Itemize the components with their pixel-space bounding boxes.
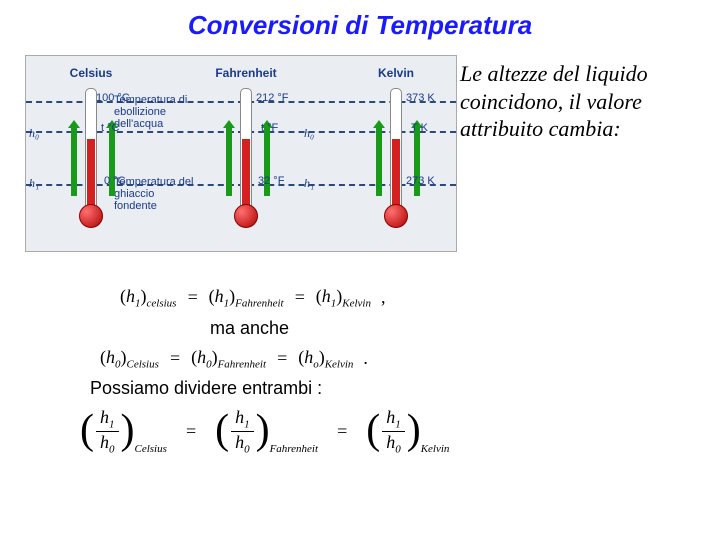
c-mid-label: t °C (101, 122, 119, 134)
eq-line-3: ( h1h0 )Celsius = ( h1h0 )Fahrenheit = (… (80, 407, 650, 455)
liquid (242, 139, 250, 209)
c-top-label: 100 °C (96, 92, 130, 104)
c-h0: h₀ (29, 126, 39, 141)
k-bot-label: 273 K (406, 175, 435, 187)
arrow-h0 (376, 126, 382, 196)
arrow-h0 (71, 126, 77, 196)
k-mid-label: T K (411, 122, 428, 134)
liquid (392, 139, 400, 209)
bulb-icon (234, 204, 258, 228)
page-title: Conversioni di Temperatura (0, 0, 720, 41)
eq-line-1: (h1)celsius = (h1)Fahrenheit = (h1)Kelvi… (120, 286, 650, 310)
side-text: Le altezze del liquido coincidono, il va… (460, 60, 710, 143)
equations: (h1)celsius = (h1)Fahrenheit = (h1)Kelvi… (90, 280, 650, 461)
eq-line-2: (h0)Celsius = (h0)Fahrenheit = (ho)Kelvi… (100, 347, 650, 371)
tube (390, 88, 402, 210)
f-h1: h₁ (304, 176, 314, 191)
f-bot-label: 32 °F (258, 175, 284, 187)
f-mid-label: t °F (261, 122, 278, 134)
thermo-name: Kelvin (346, 66, 446, 80)
k-top-label: 373 K (406, 92, 435, 104)
liquid (87, 139, 95, 209)
arrow-h0 (226, 126, 232, 196)
thermo-name: Fahrenheit (196, 66, 296, 80)
c-bot-label: 0 °C (104, 175, 126, 187)
c-h1: h₁ (29, 176, 39, 191)
tube (85, 88, 97, 210)
thermo-name: Celsius (41, 66, 141, 80)
f-h0: h₀ (304, 126, 314, 141)
bulb-icon (384, 204, 408, 228)
eq-text-div: Possiamo dividere entrambi : (90, 378, 650, 399)
tube (240, 88, 252, 210)
bulb-icon (79, 204, 103, 228)
eq-text-mid: ma anche (210, 318, 650, 339)
f-top-label: 212 °F (256, 92, 289, 104)
thermometer-diagram: Temperatura di ebollizione dell'acqua Te… (25, 55, 457, 252)
